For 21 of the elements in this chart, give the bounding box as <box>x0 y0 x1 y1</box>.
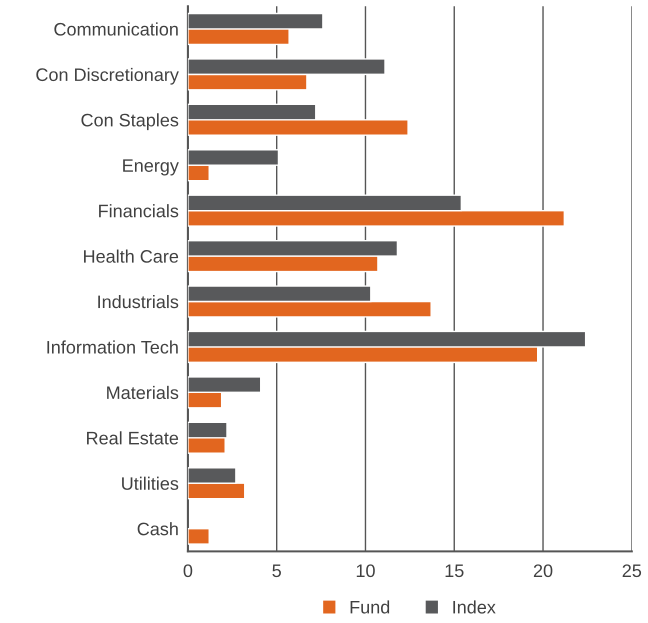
y-tick-label: Communication <box>54 22 178 36</box>
y-tick-label: Health Care <box>84 250 178 263</box>
y-tick-label: Con Staples <box>81 113 178 130</box>
x-tick-label: 0 <box>184 564 192 578</box>
y-tick-label: Con Discretionary <box>36 68 179 85</box>
legend-label: Fund <box>350 600 390 614</box>
x-tick-label: 5 <box>272 564 281 578</box>
y-tick-label: Financials <box>99 204 178 218</box>
x-tick-label: 10 <box>356 564 375 578</box>
y-tick-label: Cash <box>138 522 178 536</box>
y-tick-label: Energy <box>123 159 179 176</box>
y-tick-label: Real Estate <box>87 431 178 445</box>
y-tick-label: Utilities <box>122 476 178 490</box>
x-tick-label: 15 <box>446 564 464 578</box>
bar <box>188 528 210 545</box>
legend-label: Index <box>453 600 496 614</box>
x-tick-label: 20 <box>534 564 552 578</box>
y-tick-label: Industrials <box>98 294 178 308</box>
y-tick-label: Materials <box>107 386 178 400</box>
x-tick-label: 25 <box>622 564 642 578</box>
y-tick-label: Information Tech <box>47 340 178 354</box>
